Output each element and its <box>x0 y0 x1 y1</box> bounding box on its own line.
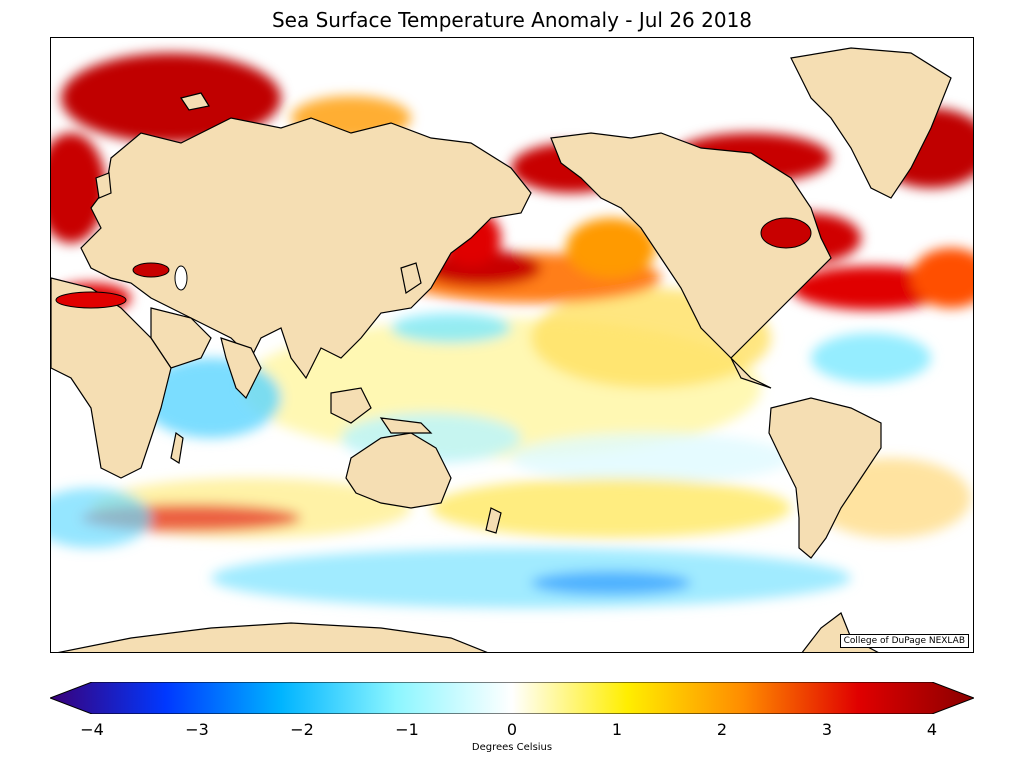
colorbar-tick-label: 4 <box>926 720 938 739</box>
inland-seas <box>55 217 812 309</box>
credit-label: College of DuPage NEXLAB <box>839 634 969 648</box>
colorbar-tick-label: 1 <box>611 720 623 739</box>
colorbar-tick-label: −2 <box>290 720 314 739</box>
land-masses <box>51 47 952 652</box>
sst-anomaly-map: College of DuPage NEXLAB <box>50 37 974 653</box>
colorbar-tick-label: 3 <box>821 720 833 739</box>
colorbar-tick-label: 0 <box>506 720 518 739</box>
map-title: Sea Surface Temperature Anomaly - Jul 26… <box>271 8 753 32</box>
colorbar-tick-label: −1 <box>395 720 419 739</box>
colorbar-label: Degrees Celsius <box>471 742 553 753</box>
colorbar-tick-label: 2 <box>716 720 728 739</box>
anomaly-field <box>51 53 973 608</box>
colorbar <box>50 682 974 714</box>
colorbar-tick-label: −4 <box>80 720 104 739</box>
colorbar-tick-label: −3 <box>185 720 209 739</box>
